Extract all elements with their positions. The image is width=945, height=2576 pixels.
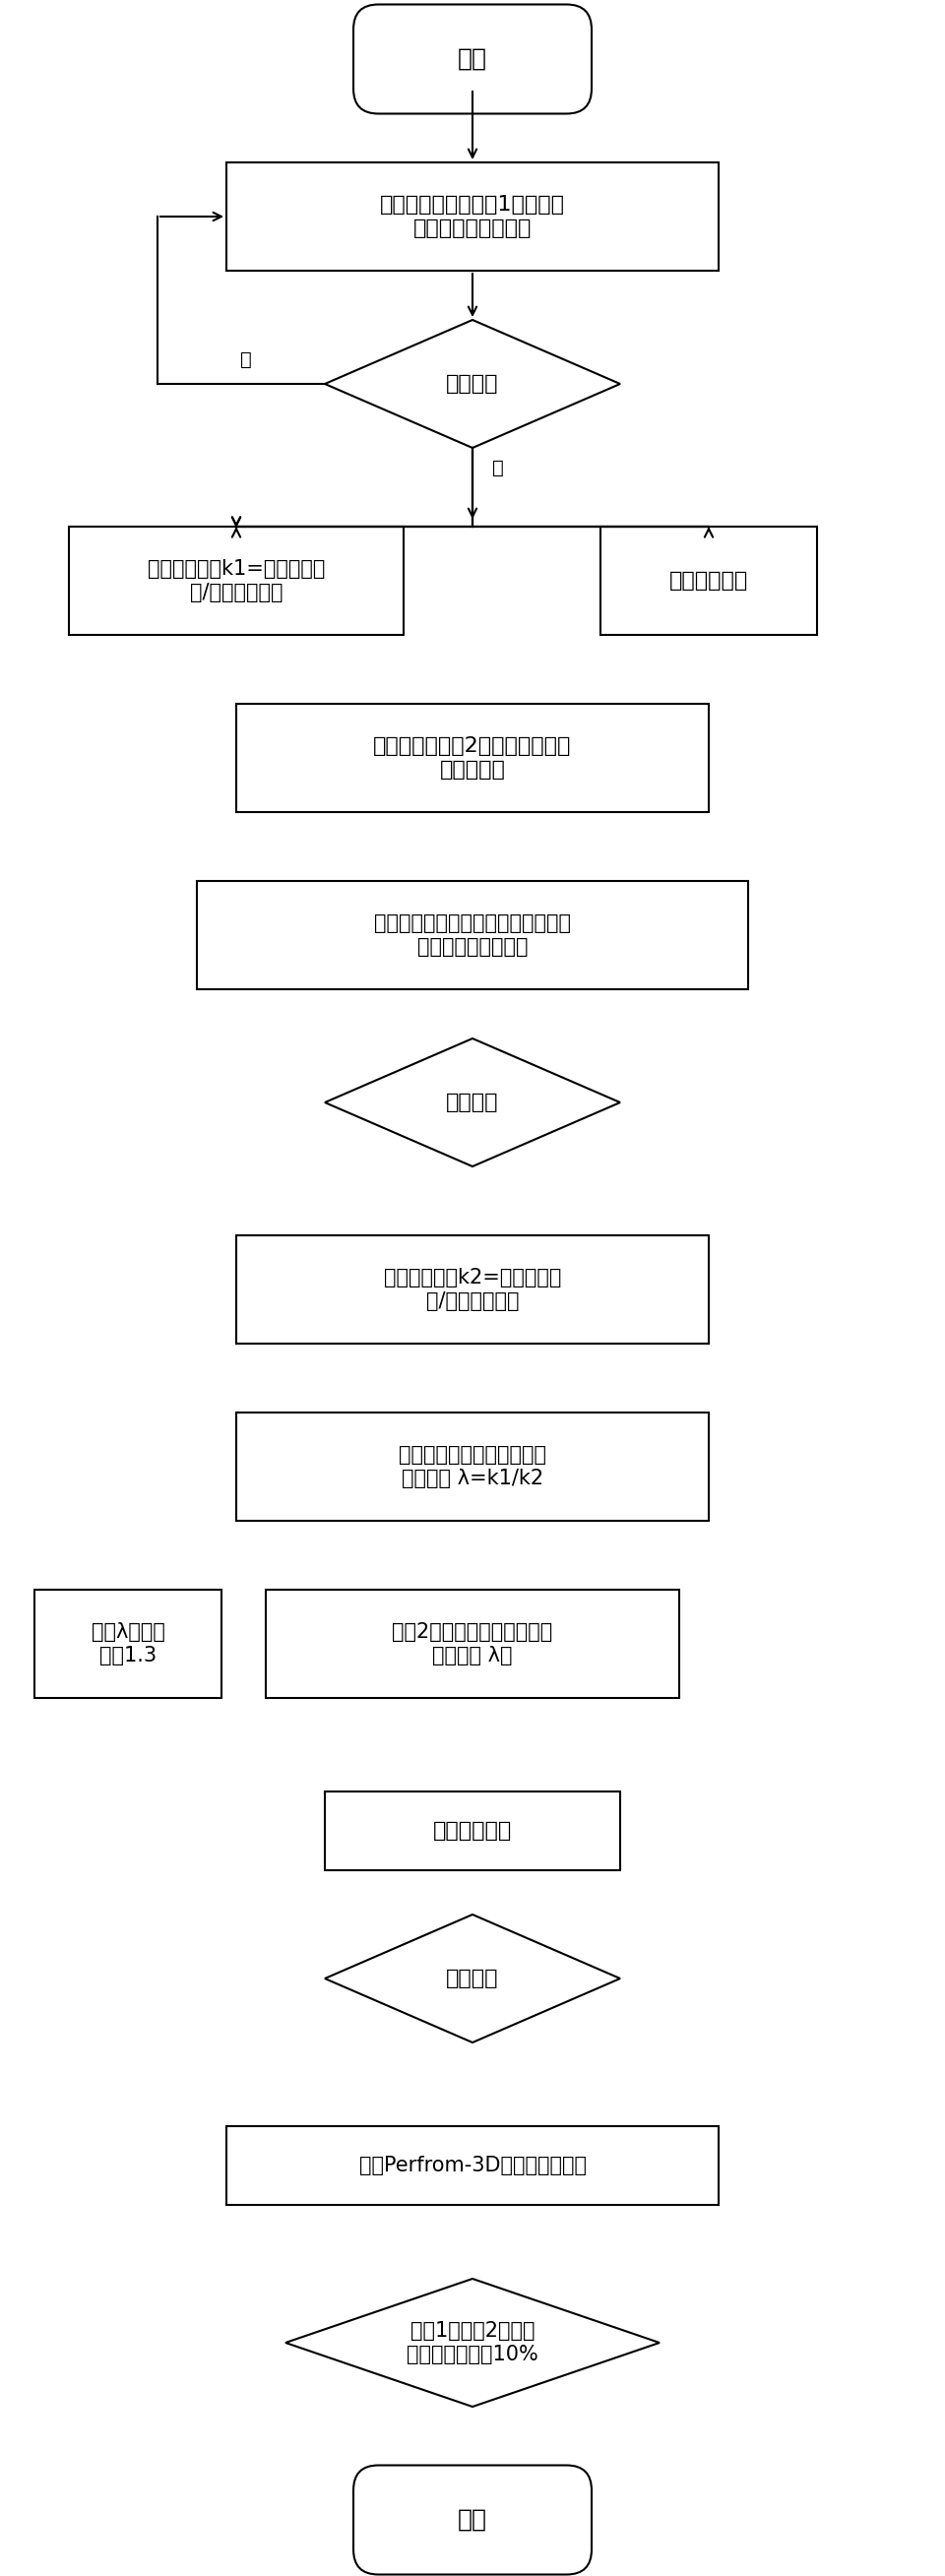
- Bar: [236, 1236, 709, 1345]
- Bar: [266, 1589, 679, 1698]
- Bar: [197, 881, 748, 989]
- Text: 否: 否: [240, 350, 252, 368]
- Bar: [34, 1589, 221, 1698]
- Polygon shape: [325, 1038, 620, 1167]
- Text: 满足规范: 满足规范: [446, 1092, 499, 1113]
- Text: 构件配筋设计: 构件配筋设计: [669, 572, 748, 590]
- Text: 调整λ，且不
大于1.3: 调整λ，且不 大于1.3: [91, 1623, 164, 1664]
- Polygon shape: [285, 2280, 660, 2406]
- FancyBboxPatch shape: [353, 2465, 592, 2573]
- Text: 调整框架梁截面及开洞区域框架柱截
面，并进行力学分析: 调整框架梁截面及开洞区域框架柱截 面，并进行力学分析: [374, 914, 571, 956]
- Text: 建立弹性模型（模型1），进行
力学分析并调整截面: 建立弹性模型（模型1），进行 力学分析并调整截面: [380, 196, 565, 237]
- Text: 结束: 结束: [457, 2509, 488, 2532]
- Text: 提取楼层刚度k2=地震楼层剪
力/地震层间位移: 提取楼层刚度k2=地震楼层剪 力/地震层间位移: [384, 1267, 561, 1311]
- Text: 满足要求: 满足要求: [446, 1968, 499, 1989]
- Text: 满足规范: 满足规范: [446, 374, 499, 394]
- Polygon shape: [325, 319, 620, 448]
- Bar: [236, 703, 709, 811]
- FancyBboxPatch shape: [353, 5, 592, 113]
- Text: 开始: 开始: [457, 46, 488, 72]
- Bar: [325, 1790, 620, 1870]
- Text: 基于Perfrom-3D静力弹塑性分析: 基于Perfrom-3D静力弹塑性分析: [359, 2156, 586, 2174]
- Text: 提取楼层刚度k1=地震楼层剪
力/地震层间位移: 提取楼层刚度k1=地震楼层剪 力/地震层间位移: [147, 559, 325, 603]
- Text: 模型2的中庭穿层框架柱地震
作用放大 λ倍: 模型2的中庭穿层框架柱地震 作用放大 λ倍: [392, 1623, 553, 1664]
- Bar: [227, 162, 718, 270]
- Text: 楼板开洞－模型2（带穿层框架柱
柱的模型）: 楼板开洞－模型2（带穿层框架柱 柱的模型）: [373, 737, 572, 778]
- Bar: [600, 526, 817, 634]
- Polygon shape: [325, 1914, 620, 2043]
- Bar: [236, 1412, 709, 1520]
- Text: 是: 是: [492, 459, 504, 477]
- Text: 构件配筋设计: 构件配筋设计: [433, 1821, 512, 1842]
- Text: 计算穿层框架柱柱地震作用
放大系数 λ=k1/k2: 计算穿层框架柱柱地震作用 放大系数 λ=k1/k2: [399, 1445, 546, 1489]
- Bar: [227, 2125, 718, 2205]
- Text: 模型1与模型2弹塑性
变形误差不大于10%: 模型1与模型2弹塑性 变形误差不大于10%: [406, 2321, 539, 2365]
- Bar: [69, 526, 404, 634]
